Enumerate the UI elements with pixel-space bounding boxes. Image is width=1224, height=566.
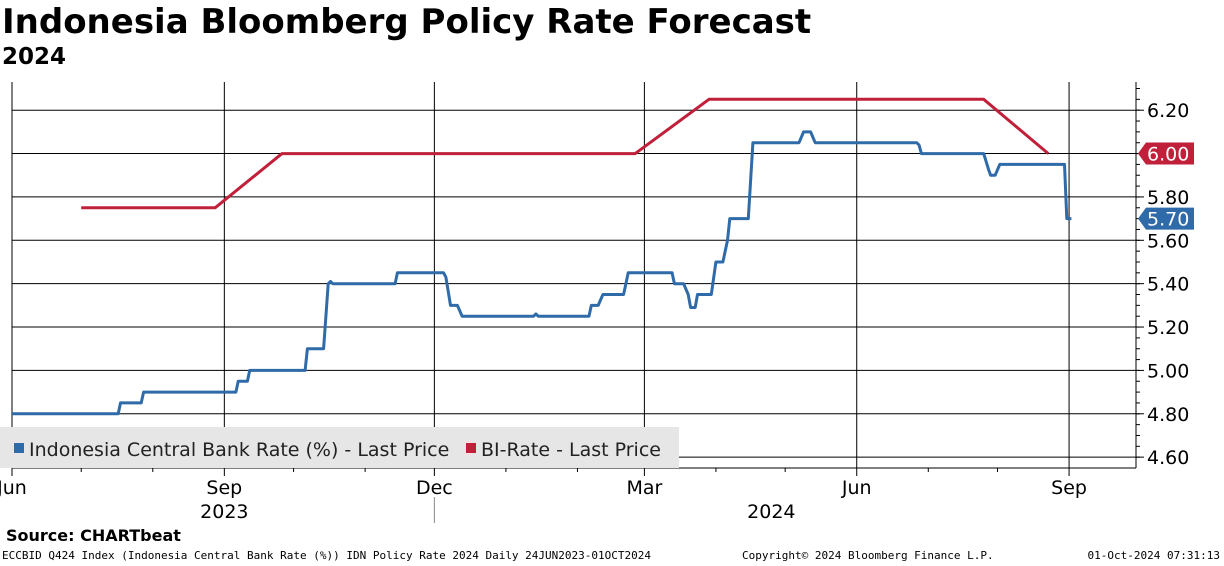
x-tick-label: Jun [0, 477, 27, 499]
legend-label: BI-Rate - Last Price [481, 439, 661, 461]
last-value-tag [1138, 142, 1194, 165]
y-tick-label: 5.60 [1147, 230, 1189, 252]
y-tick-label: 6.20 [1147, 100, 1189, 122]
source-note: Source: CHARTbeat [6, 526, 181, 545]
series-line-central-bank-rate [12, 130, 1072, 416]
chart-subtitle: 2024 [2, 44, 67, 70]
y-tick-label: 5.00 [1147, 360, 1189, 382]
x-tick-label: Sep [1051, 477, 1087, 499]
legend-swatch [466, 443, 476, 453]
year-label: 2024 [747, 501, 795, 523]
y-tick-label: 4.80 [1147, 404, 1189, 426]
chart-title: Indonesia Bloomberg Policy Rate Forecast [2, 2, 812, 42]
x-tick-label: Sep [206, 477, 242, 499]
y-tick-label: 5.80 [1147, 187, 1189, 209]
footer-copyright: Copyright© 2024 Bloomberg Finance L.P. [742, 549, 994, 562]
x-tick-label: Dec [416, 477, 453, 499]
x-tick-label: Jun [841, 477, 872, 499]
y-tick-label: 5.20 [1147, 317, 1189, 339]
year-label: 2023 [200, 501, 248, 523]
y-tick-label: 4.60 [1147, 447, 1189, 469]
footer-ticker-info: ECCBID Q424 Index (Indonesia Central Ban… [2, 549, 652, 562]
last-value-label: 6.00 [1147, 144, 1189, 166]
y-tick-label: 5.40 [1147, 274, 1189, 296]
last-value-tag [1138, 207, 1194, 230]
x-tick-label: Mar [626, 477, 662, 499]
series-line-bi-rate [81, 97, 1050, 210]
legend-background [0, 427, 679, 468]
footer-timestamp: 01-Oct-2024 07:31:13 [1087, 549, 1220, 562]
legend-label: Indonesia Central Bank Rate (%) - Last P… [29, 439, 449, 461]
legend-swatch [14, 443, 24, 453]
last-value-label: 5.70 [1147, 209, 1189, 231]
